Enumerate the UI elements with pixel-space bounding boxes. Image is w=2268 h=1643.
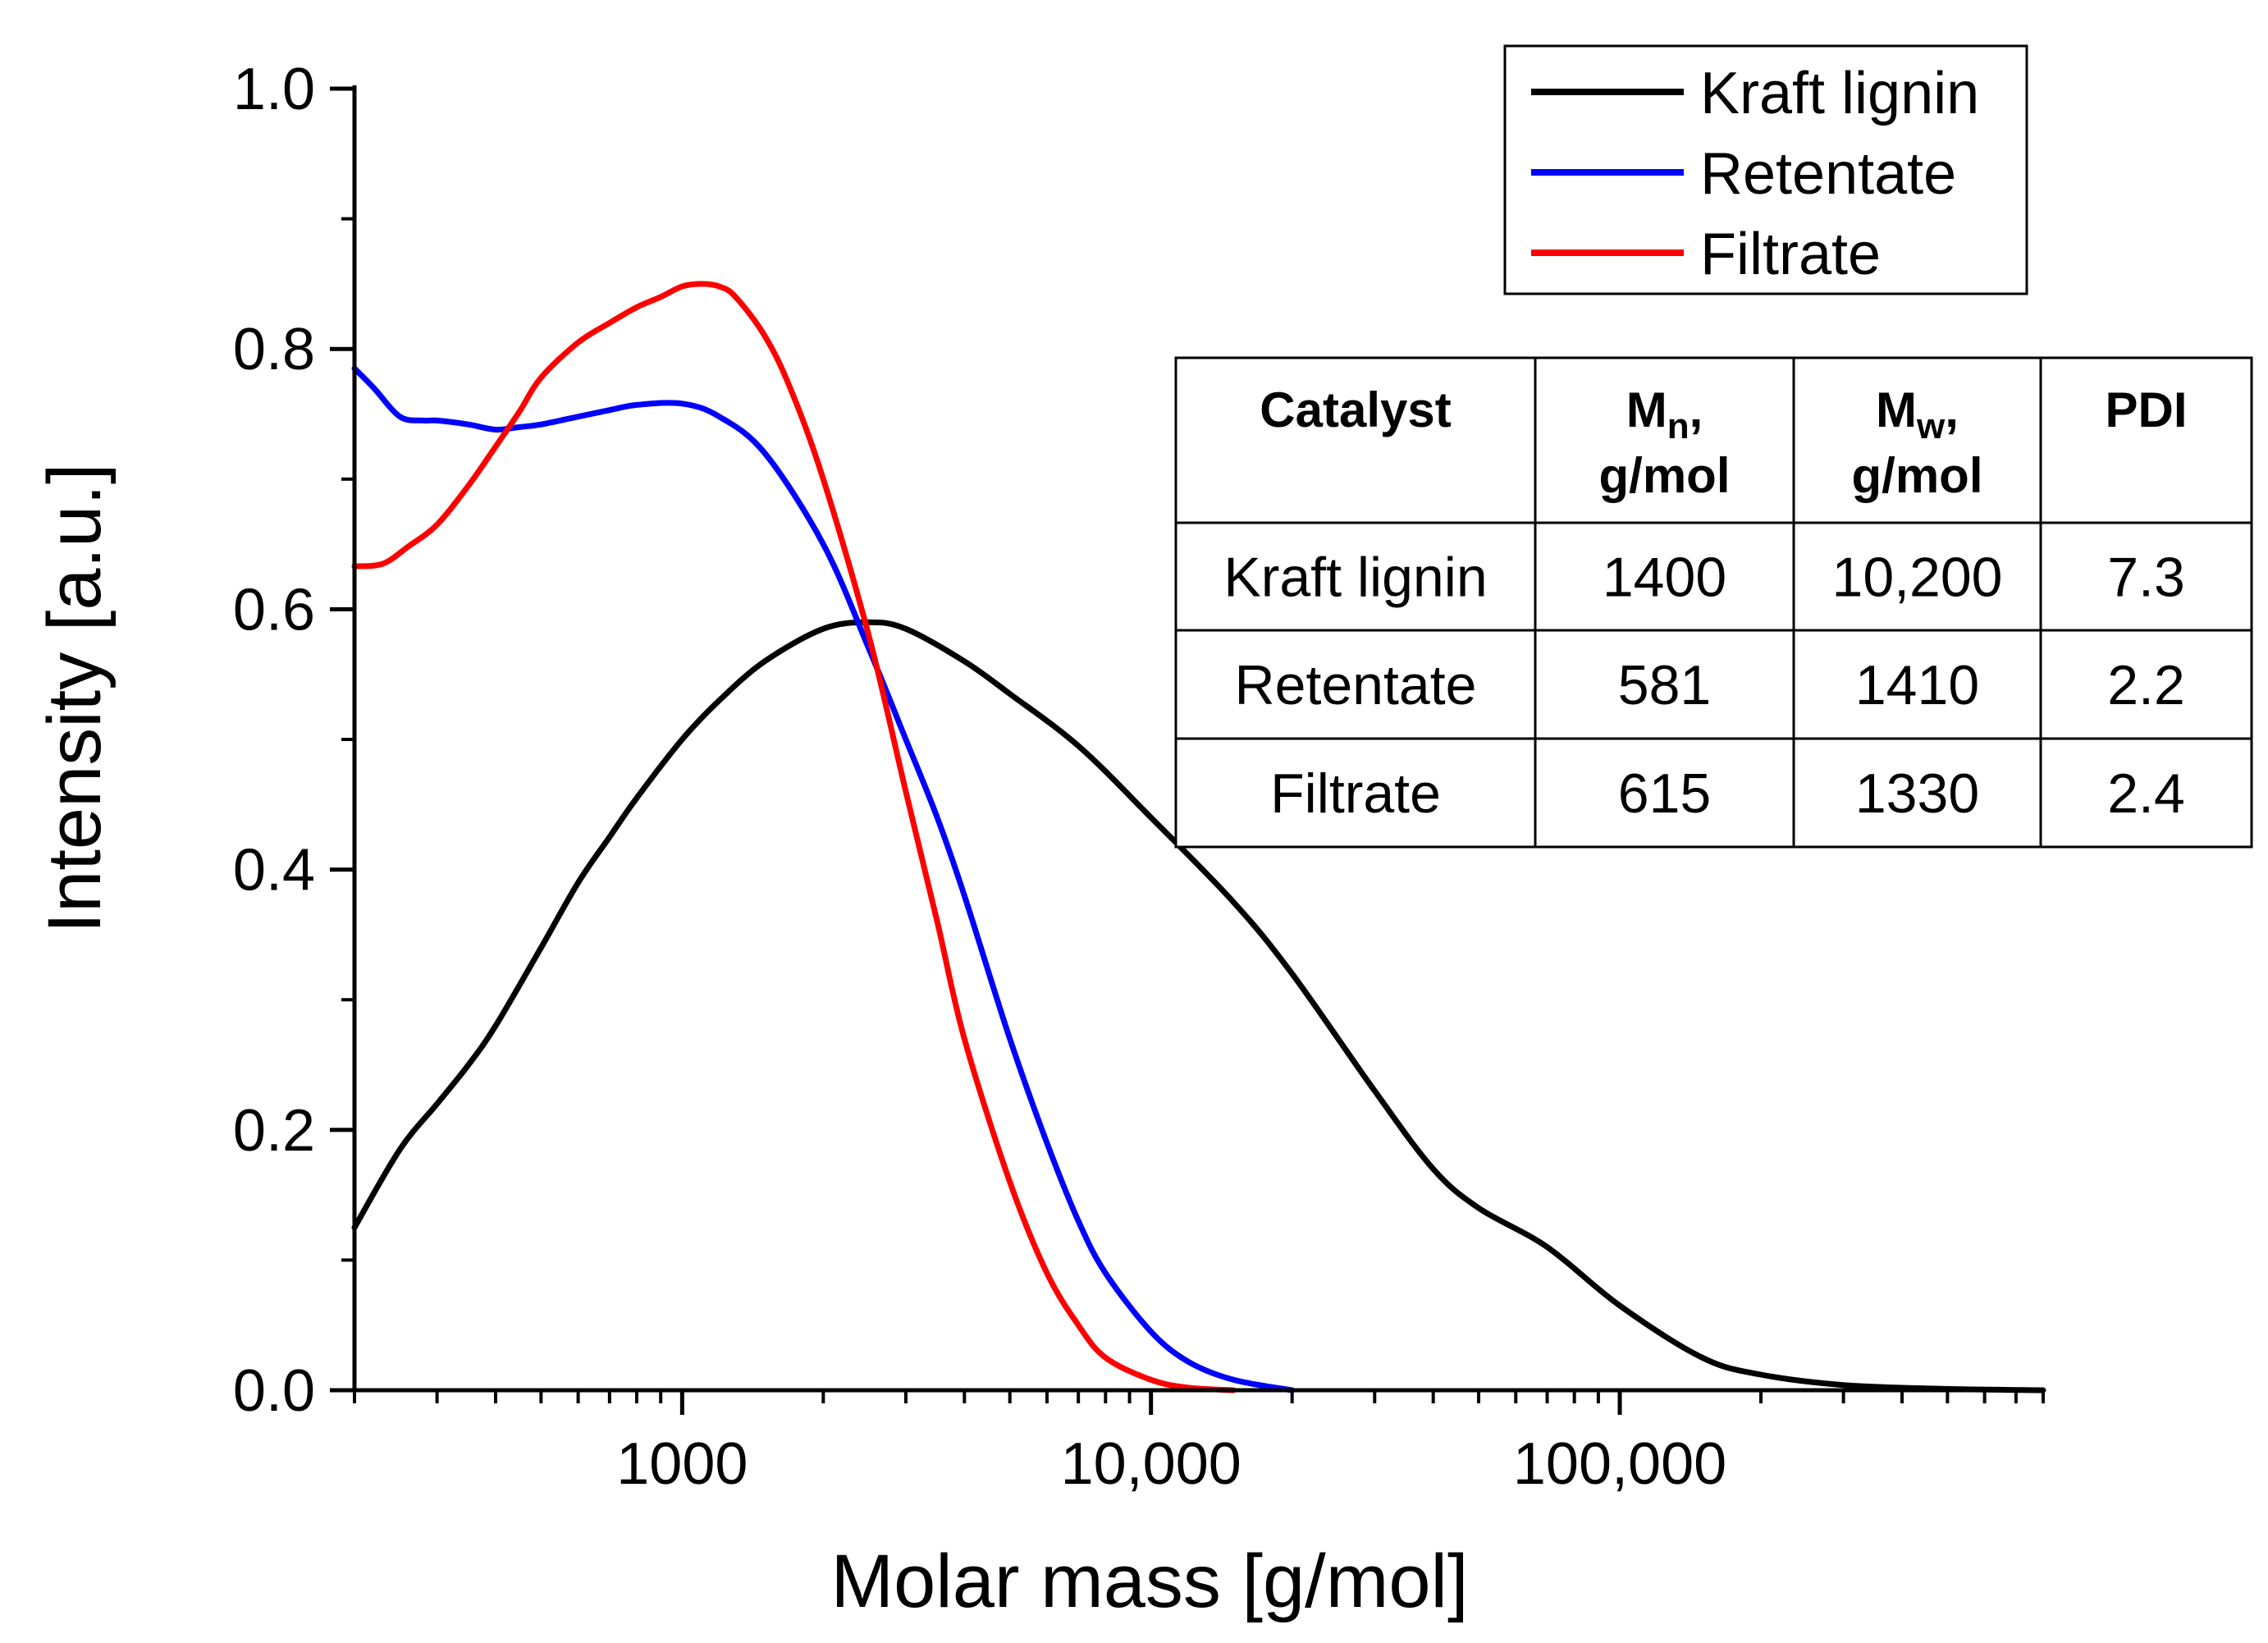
table-header-main: M: [1626, 382, 1667, 437]
y-axis-title: Intensity [a.u.]: [33, 464, 117, 934]
table-cell: 2.4: [2107, 762, 2185, 825]
table-header-subscript: n: [1667, 406, 1690, 446]
table-header-0: Catalyst: [1260, 382, 1451, 437]
table-cell: Kraft lignin: [1223, 547, 1487, 609]
table-frame: [1174, 356, 2253, 849]
table-cell: 581: [1618, 654, 1711, 716]
legend-label-filtrate: Filtrate: [1700, 222, 1881, 287]
table-cell: 7.3: [2107, 547, 2185, 609]
legend: Kraft lignin Retentate Filtrate: [1503, 44, 2028, 295]
y-tick-label: 0.2: [233, 1098, 315, 1164]
x-tick-label: 10,000: [1061, 1431, 1241, 1497]
table-header-main: PDI: [2105, 382, 2187, 437]
y-tick-label: 1.0: [233, 57, 315, 122]
table-header-2: Mw,: [1876, 382, 1959, 446]
table-header-suffix: ,: [1945, 382, 1959, 437]
table-header-main: M: [1876, 382, 1917, 437]
series-line-kraft-lignin: [351, 619, 2046, 1394]
table-header-1: Mn,: [1626, 382, 1703, 446]
y-tick-label: 0.0: [233, 1358, 315, 1424]
table-cell: Retentate: [1235, 654, 1477, 716]
table-header-3: PDI: [2105, 382, 2187, 437]
legend-label-kraft-lignin: Kraft lignin: [1700, 61, 1979, 126]
y-tick-label: 0.4: [233, 838, 315, 904]
table-header-subscript: w: [1916, 406, 1946, 446]
table-cell: 10,200: [1832, 547, 2003, 609]
axes: 0.0 0.2 0.4 0.6 0.8 1.0 1000 10,000 100,000 Molar…: [33, 57, 2045, 1623]
series-layer: [351, 281, 2046, 1394]
table-header-main: Catalyst: [1260, 382, 1451, 437]
table-cell: 1330: [1855, 762, 1979, 825]
x-axis-title: Molar mass [g/mol]: [830, 1540, 1468, 1623]
table-header-suffix: ,: [1690, 382, 1703, 437]
series-line-retentate: [351, 365, 1296, 1394]
table-header-unit: g/mol: [1599, 448, 1731, 503]
x-tick-label: 1000: [616, 1431, 748, 1497]
table-cell: 2.2: [2107, 654, 2185, 716]
series-line-filtrate: [351, 281, 1237, 1394]
table-cell: 1410: [1855, 654, 1979, 716]
y-tick-label: 0.6: [233, 577, 315, 643]
table-header-unit: g/mol: [1852, 448, 1983, 503]
y-tick-label: 0.8: [233, 317, 315, 382]
table-cell: 615: [1618, 762, 1711, 825]
table-cell: Filtrate: [1270, 762, 1441, 825]
x-tick-label: 100,000: [1513, 1431, 1726, 1497]
legend-label-retentate: Retentate: [1700, 141, 1956, 207]
table-cell: 1400: [1603, 547, 1726, 609]
